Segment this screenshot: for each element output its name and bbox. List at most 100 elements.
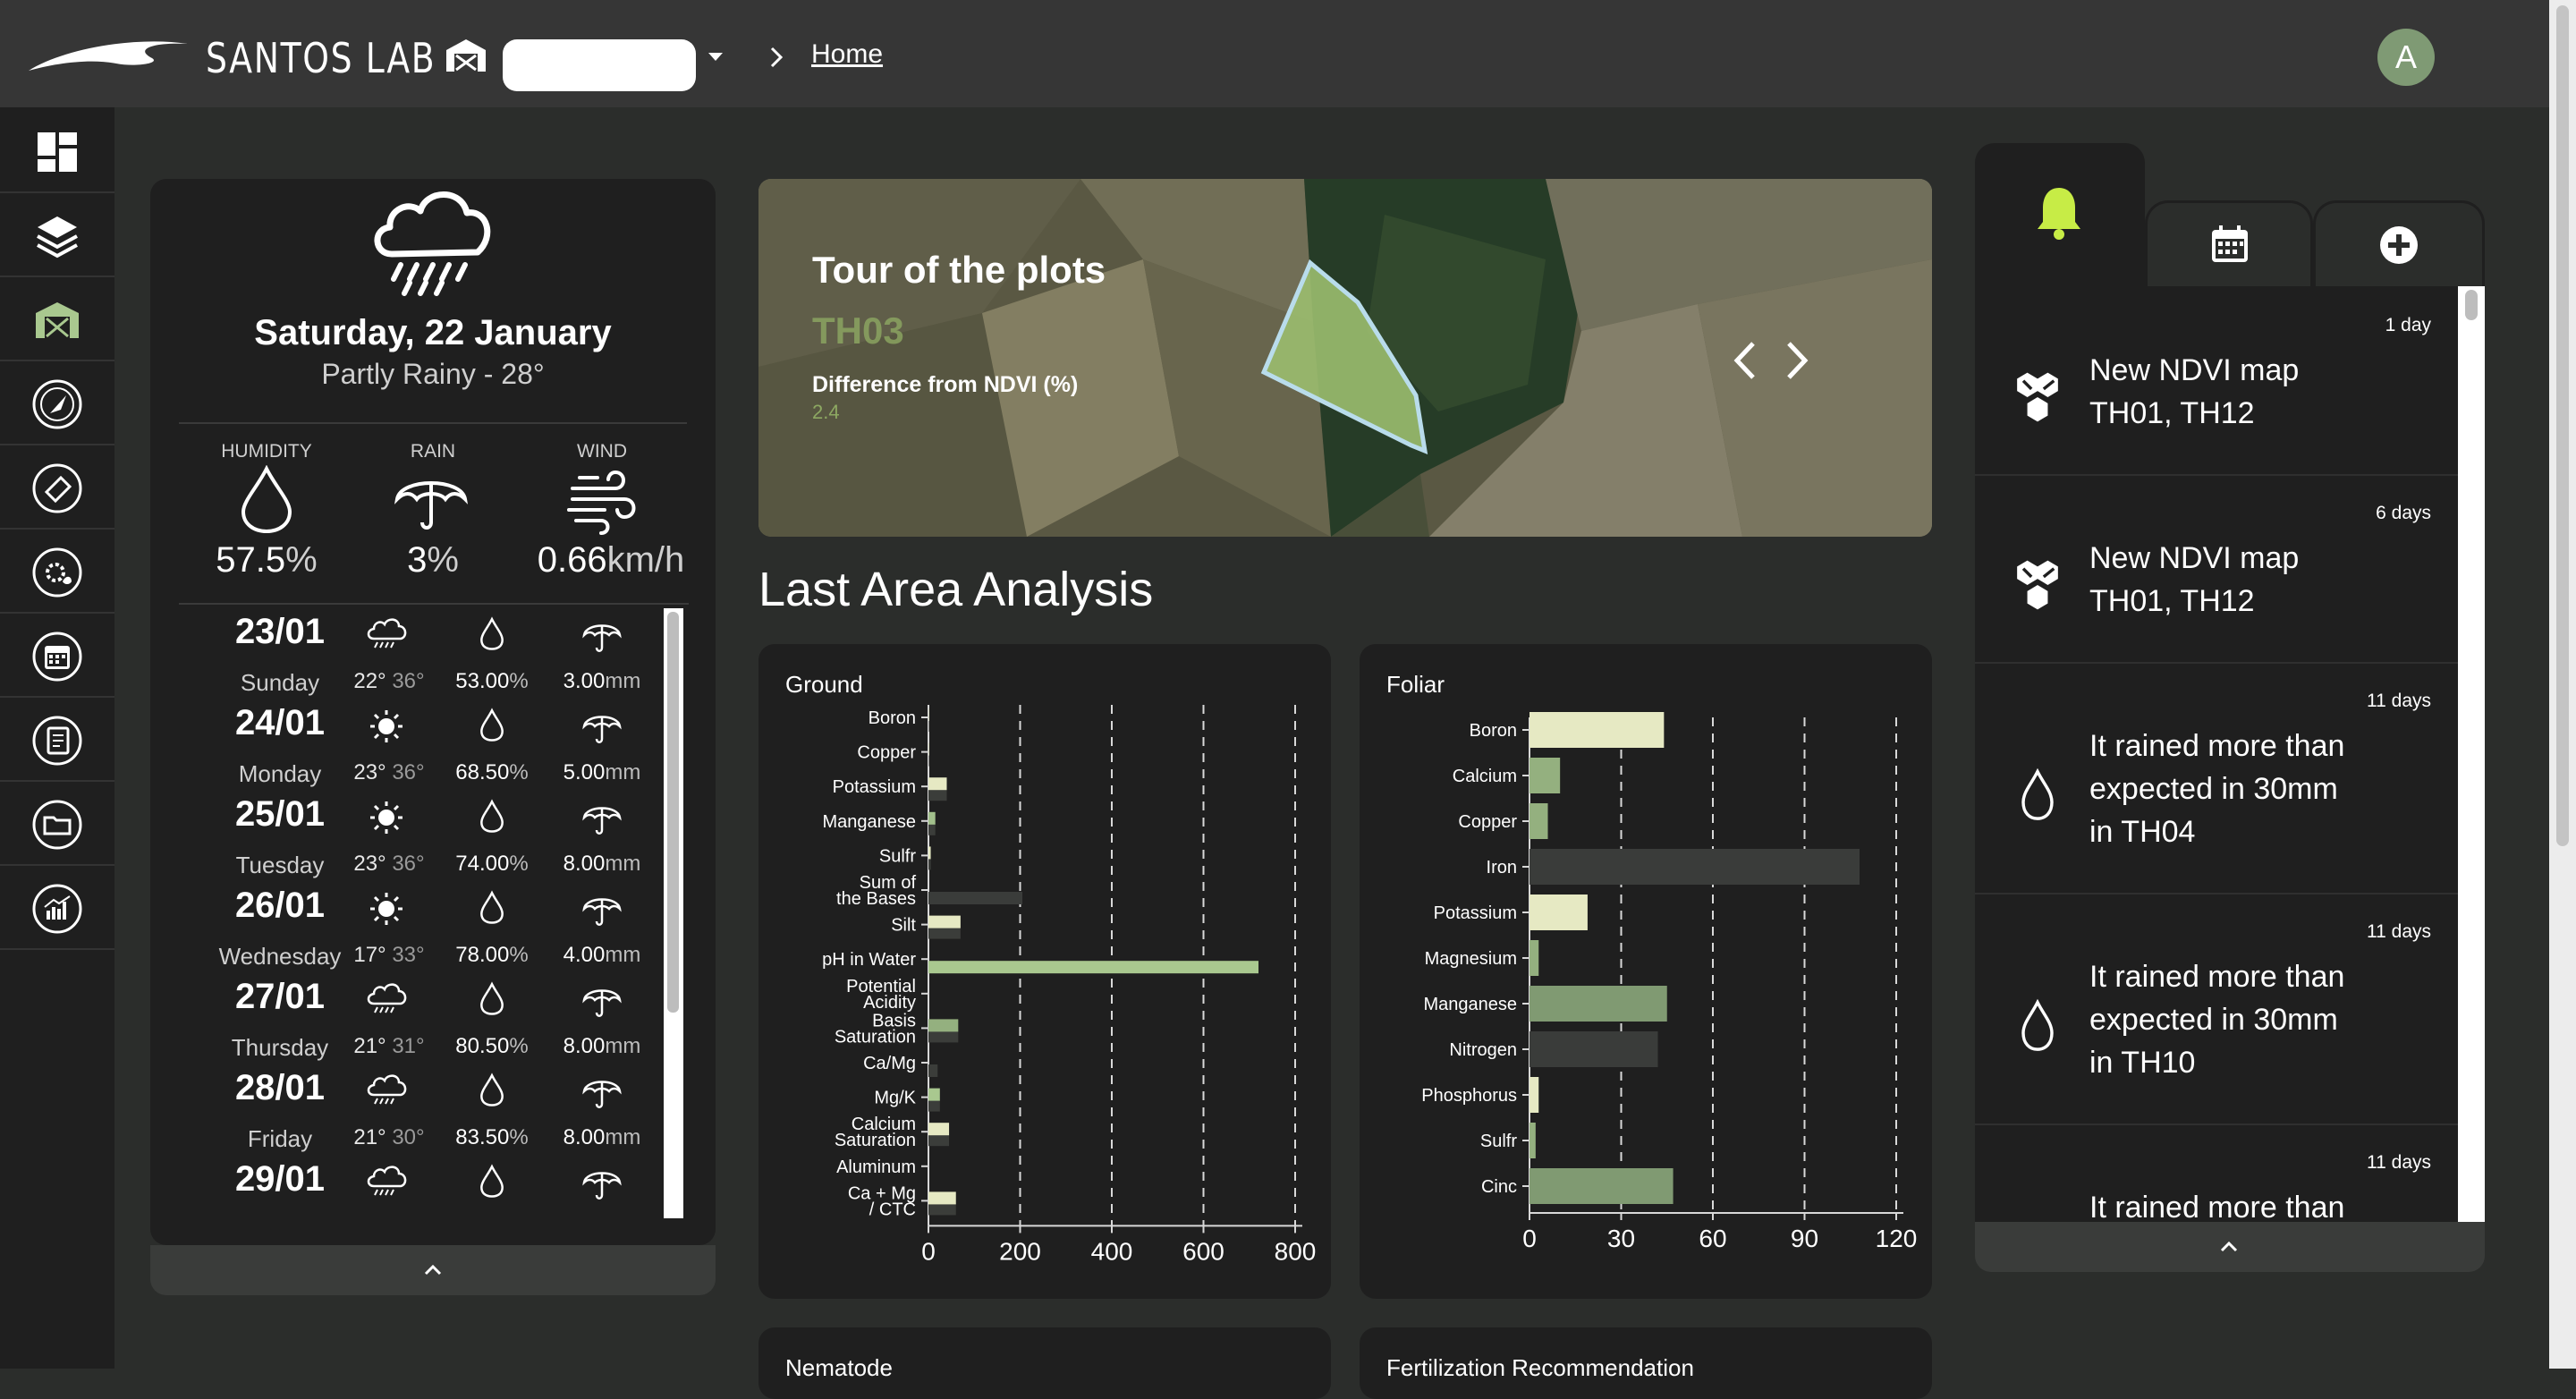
category-label: Phosphorus bbox=[1421, 1086, 1517, 1106]
umbrella-icon bbox=[580, 798, 624, 839]
bar-primary bbox=[928, 846, 931, 859]
category-label: Silt bbox=[891, 916, 916, 936]
bar-secondary bbox=[928, 1030, 958, 1042]
page-scroll-thumb[interactable] bbox=[2556, 5, 2569, 846]
bar bbox=[1530, 940, 1538, 976]
weather-collapse-bar[interactable] bbox=[150, 1245, 716, 1295]
forecast-humidity-unit: % bbox=[509, 1034, 528, 1058]
sidebar-item-reports[interactable] bbox=[0, 696, 114, 782]
forecast-low: 23° bbox=[353, 852, 386, 876]
rain-cloud-icon bbox=[365, 615, 408, 657]
avatar[interactable]: A bbox=[2377, 29, 2435, 86]
bar-secondary bbox=[928, 1064, 937, 1077]
forecast-date: 26/01 bbox=[186, 886, 374, 926]
notification-scroll-thumb[interactable] bbox=[2465, 290, 2478, 320]
sidebar-item-farm[interactable] bbox=[0, 276, 114, 361]
bar bbox=[1530, 712, 1664, 748]
forecast-humidity: 53.00% bbox=[438, 669, 546, 694]
sun-icon bbox=[365, 707, 408, 748]
category-label: Iron bbox=[1487, 858, 1517, 878]
carousel-next-icon[interactable] bbox=[1784, 340, 1810, 381]
forecast-low: 23° bbox=[353, 760, 386, 784]
chevron-down-icon[interactable] bbox=[707, 50, 724, 63]
notification-collapse-bar[interactable] bbox=[1975, 1222, 2485, 1272]
rain-cloud-icon bbox=[365, 1163, 408, 1204]
rain-cloud-icon bbox=[365, 182, 499, 299]
notification-text: New NDVI map bbox=[2089, 349, 2429, 392]
brand-name: SANTOS LAB bbox=[206, 34, 436, 82]
report-icon bbox=[30, 714, 84, 767]
forecast-scroll-thumb[interactable] bbox=[667, 612, 679, 1013]
notification-item[interactable]: 1 day New NDVI map TH01, TH12 bbox=[1975, 286, 2458, 476]
notification-item[interactable]: 11 days It rained more than expected in 30… bbox=[1975, 662, 2458, 895]
chevron-up-icon[interactable] bbox=[422, 1261, 444, 1277]
farm-icon[interactable] bbox=[444, 38, 488, 73]
forecast-rain-unit: mm bbox=[605, 669, 640, 693]
chevron-up-icon[interactable] bbox=[2218, 1238, 2240, 1254]
sidebar-item-tag[interactable] bbox=[0, 444, 114, 530]
bar bbox=[1530, 758, 1560, 793]
sidebar-item-files[interactable] bbox=[0, 780, 114, 866]
forecast-date: 23/01 bbox=[186, 612, 374, 652]
forecast-date: 25/01 bbox=[186, 794, 374, 835]
bar-primary bbox=[928, 1191, 956, 1204]
forecast-humidity-value: 80.50 bbox=[455, 1034, 509, 1058]
tour-plot-name: TH03 bbox=[812, 309, 904, 352]
sidebar-item-analytics[interactable] bbox=[0, 864, 114, 950]
bar-secondary bbox=[928, 823, 936, 835]
notification-text: in TH04 bbox=[2089, 810, 2429, 853]
drop-icon bbox=[474, 887, 510, 927]
forecast-humidity: 68.50% bbox=[438, 760, 546, 785]
breadcrumb-home[interactable]: Home bbox=[811, 39, 883, 70]
wind-label: WIND bbox=[517, 441, 687, 462]
category-label: Potential Acidity bbox=[846, 977, 916, 1013]
notification-item[interactable]: 6 days New NDVI map TH01, TH12 bbox=[1975, 474, 2458, 664]
forecast-rain-unit: mm bbox=[605, 1125, 640, 1149]
forecast-humidity-unit: % bbox=[509, 852, 528, 876]
notification-item[interactable]: 11 days It rained more than bbox=[1975, 1123, 2458, 1222]
drop-icon bbox=[2009, 767, 2066, 825]
plus-circle-icon bbox=[2378, 225, 2419, 266]
umbrella-icon bbox=[580, 615, 624, 657]
sidebar-item-layers[interactable] bbox=[0, 191, 114, 277]
bar-primary bbox=[928, 743, 929, 756]
notification-scrollbar[interactable] bbox=[2458, 286, 2485, 1222]
sidebar-item-dashboard[interactable] bbox=[0, 107, 114, 193]
carousel-prev-icon[interactable] bbox=[1732, 340, 1758, 381]
bar bbox=[1530, 1031, 1658, 1067]
category-label: Manganese bbox=[822, 812, 916, 832]
forecast-humidity-value: 78.00 bbox=[455, 943, 509, 967]
layers-icon bbox=[30, 209, 84, 263]
forecast-temp: 23° 36° bbox=[340, 852, 438, 877]
bar-secondary bbox=[928, 754, 929, 767]
humidity-label: HUMIDITY bbox=[182, 441, 352, 462]
sidebar-item-settings[interactable] bbox=[0, 528, 114, 614]
sidebar-item-compass[interactable] bbox=[0, 360, 114, 445]
folder-icon bbox=[30, 798, 84, 852]
wind-number: 0.66 bbox=[538, 540, 607, 580]
bar bbox=[1530, 1123, 1536, 1158]
notification-item[interactable]: 11 days It rained more than expected in 30… bbox=[1975, 893, 2458, 1125]
category-label: Copper bbox=[857, 743, 916, 763]
forecast-humidity: 78.00% bbox=[438, 943, 546, 968]
bar-secondary bbox=[928, 788, 947, 801]
tab-add[interactable] bbox=[2313, 200, 2485, 286]
tag-icon bbox=[30, 462, 84, 515]
x-tick-label: 400 bbox=[1091, 1237, 1133, 1265]
x-tick-label: 0 bbox=[1522, 1225, 1537, 1252]
plot-tour-carousel[interactable]: Tour of the plots TH03 Difference from N… bbox=[758, 179, 1932, 537]
farm-select[interactable] bbox=[503, 39, 696, 91]
weather-summary: Partly Rainy - 28° bbox=[150, 358, 716, 391]
sidebar-item-calendar[interactable] bbox=[0, 612, 114, 698]
compass-icon bbox=[30, 377, 84, 431]
gear-leaf-icon bbox=[30, 546, 84, 599]
forecast-humidity: 83.50% bbox=[438, 1125, 546, 1150]
tab-calendar[interactable] bbox=[2145, 200, 2313, 286]
umbrella-icon bbox=[580, 980, 624, 1022]
umbrella-icon bbox=[580, 1072, 624, 1113]
tour-title: Tour of the plots bbox=[812, 249, 1106, 292]
category-label: Calcium bbox=[1453, 767, 1517, 786]
forecast-rain: 8.00mm bbox=[544, 1034, 660, 1059]
tab-notifications[interactable] bbox=[1975, 143, 2145, 286]
rain-cloud-icon bbox=[365, 1072, 408, 1113]
